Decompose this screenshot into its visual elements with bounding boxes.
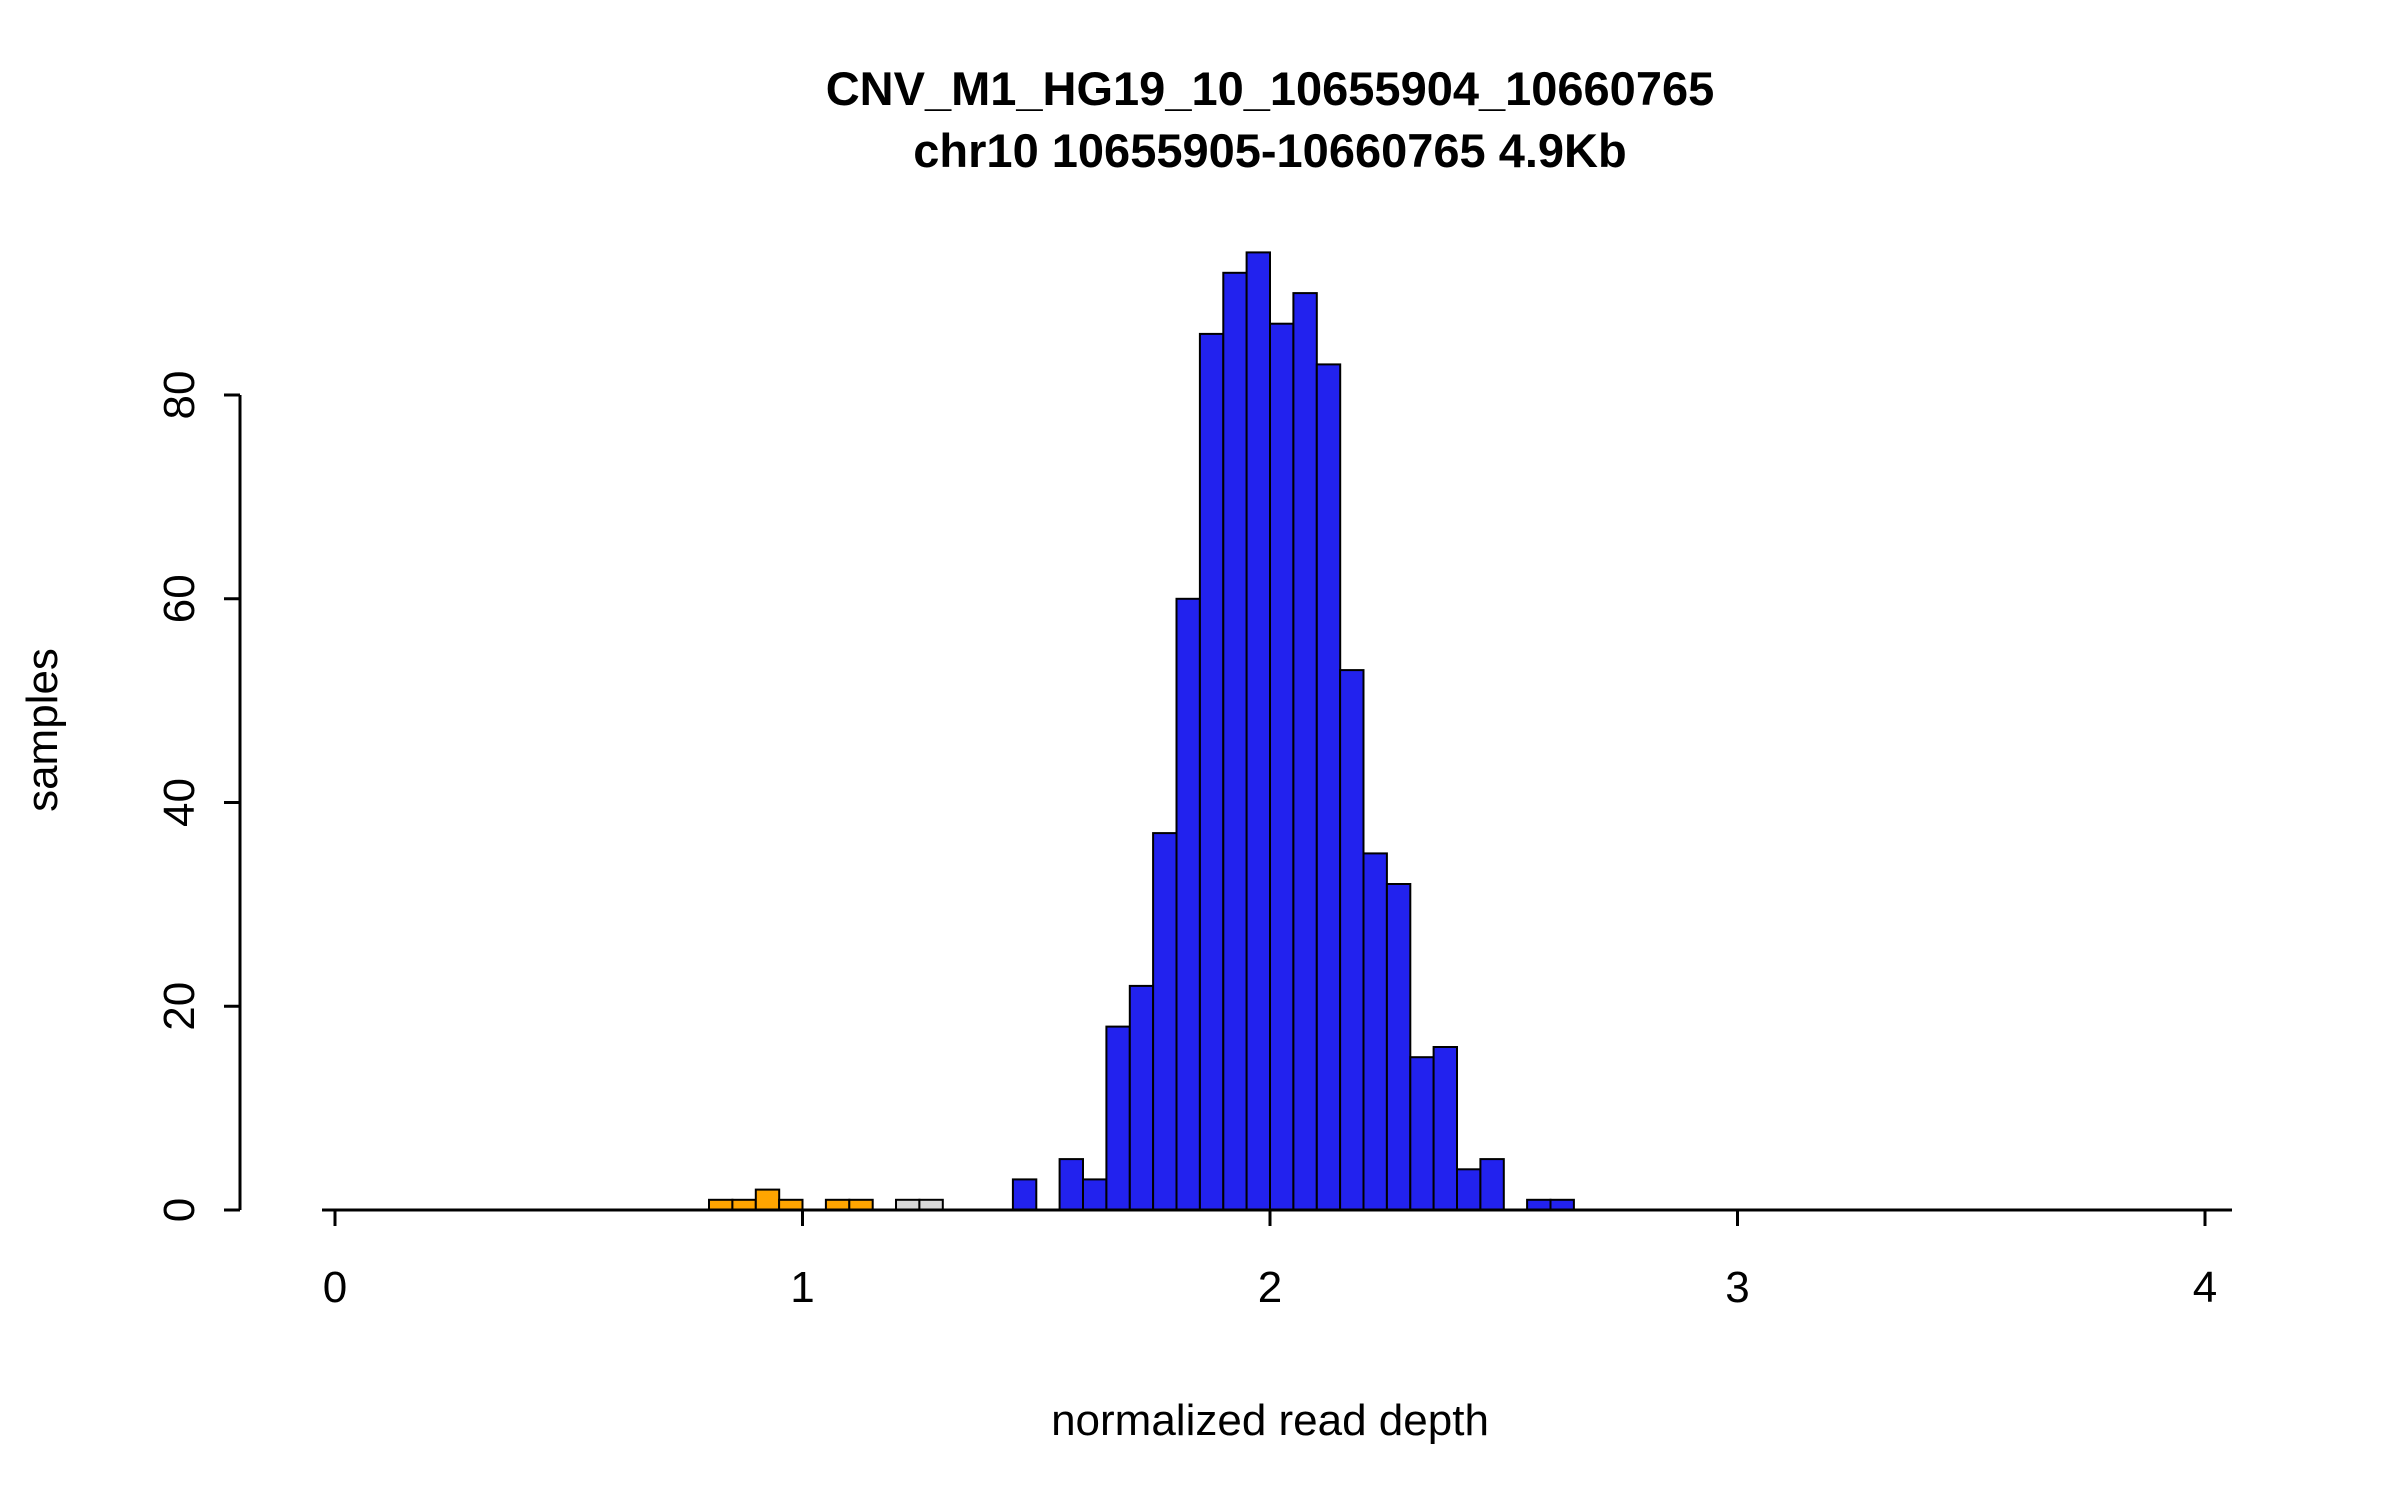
histogram-bar	[1011, 1178, 1038, 1212]
histogram-bar	[1292, 292, 1318, 1212]
histogram-bar	[895, 1198, 921, 1212]
y-tick-label: 40	[155, 778, 204, 827]
histogram-bar	[1432, 1046, 1458, 1211]
x-tick-label: 4	[2193, 1263, 2217, 1312]
histogram-bar	[1385, 883, 1412, 1211]
histogram-bar	[1128, 984, 1155, 1212]
histogram-bar	[1082, 1178, 1108, 1212]
histogram-bar	[1362, 852, 1388, 1212]
histogram-bar	[1222, 271, 1248, 1212]
x-tick-label: 1	[790, 1263, 814, 1312]
histogram-bar	[1339, 669, 1365, 1211]
histogram-bar	[1479, 1158, 1505, 1211]
histogram-bar	[1245, 251, 1271, 1211]
histogram-bar	[918, 1198, 944, 1212]
x-tick-label: 0	[323, 1263, 347, 1312]
histogram-bar	[754, 1188, 781, 1211]
y-tick-label: 60	[155, 574, 204, 623]
x-tick-label: 2	[1258, 1263, 1282, 1312]
histogram-bar	[1315, 363, 1342, 1211]
chart-title-block: CNV_M1_HG19_10_10655904_10660765 chr10 1…	[335, 58, 2205, 182]
histogram-bar	[708, 1198, 734, 1212]
histogram-bar	[778, 1198, 804, 1212]
histogram-bar	[1058, 1158, 1084, 1211]
histogram-bar	[1456, 1168, 1482, 1212]
y-tick-label: 0	[155, 1198, 204, 1222]
histogram-bar	[1526, 1198, 1552, 1212]
histogram-bar	[1409, 1056, 1435, 1211]
histogram-bar	[1269, 322, 1295, 1211]
x-tick-label: 3	[1725, 1263, 1749, 1312]
histogram-bar	[824, 1198, 851, 1212]
histogram-bar	[1152, 832, 1178, 1211]
histogram-bar	[1175, 597, 1201, 1212]
histogram-bar	[731, 1198, 757, 1212]
y-tick-label: 80	[155, 371, 204, 420]
chart-subtitle: chr10 10655905-10660765 4.9Kb	[913, 124, 1627, 177]
chart-title: CNV_M1_HG19_10_10655904_10660765	[825, 62, 1715, 115]
y-tick-label: 20	[155, 982, 204, 1031]
histogram-bar	[1105, 1025, 1131, 1211]
histogram-bar	[848, 1198, 874, 1212]
histogram-bar	[1198, 332, 1225, 1211]
x-axis-label: normalized read depth	[1051, 1396, 1489, 1445]
histogram-bar	[1549, 1198, 1575, 1212]
